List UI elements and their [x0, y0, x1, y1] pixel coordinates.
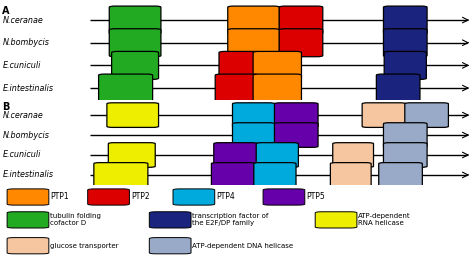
FancyBboxPatch shape [383, 6, 427, 34]
FancyBboxPatch shape [279, 6, 323, 34]
Text: tubulin folding
cofactor D: tubulin folding cofactor D [50, 213, 101, 226]
FancyBboxPatch shape [254, 163, 296, 187]
FancyBboxPatch shape [333, 143, 374, 167]
FancyBboxPatch shape [149, 212, 191, 228]
FancyBboxPatch shape [256, 143, 299, 167]
FancyBboxPatch shape [214, 143, 257, 167]
FancyBboxPatch shape [274, 103, 318, 127]
FancyBboxPatch shape [88, 189, 129, 205]
FancyBboxPatch shape [330, 163, 371, 187]
FancyBboxPatch shape [228, 29, 279, 57]
Text: E.cuniculi: E.cuniculi [2, 61, 41, 70]
Text: ATP-dependent DNA helicase: ATP-dependent DNA helicase [192, 243, 293, 249]
FancyBboxPatch shape [173, 189, 215, 205]
FancyBboxPatch shape [315, 212, 357, 228]
Text: N.ceranae: N.ceranae [2, 111, 43, 120]
FancyBboxPatch shape [274, 123, 318, 147]
FancyBboxPatch shape [111, 51, 158, 79]
FancyBboxPatch shape [215, 74, 259, 102]
FancyBboxPatch shape [107, 103, 158, 127]
FancyBboxPatch shape [232, 103, 274, 127]
FancyBboxPatch shape [7, 238, 49, 254]
FancyBboxPatch shape [94, 163, 148, 187]
Text: ATP-dependent
RNA helicase: ATP-dependent RNA helicase [358, 213, 411, 226]
FancyBboxPatch shape [383, 29, 427, 57]
FancyBboxPatch shape [376, 74, 420, 102]
Text: E.intestinalis: E.intestinalis [2, 84, 54, 92]
FancyBboxPatch shape [263, 189, 305, 205]
Text: PTP4: PTP4 [216, 192, 235, 202]
FancyBboxPatch shape [219, 51, 260, 79]
Text: N.bombycis: N.bombycis [2, 131, 49, 140]
FancyBboxPatch shape [253, 74, 301, 102]
FancyBboxPatch shape [108, 143, 155, 167]
Text: E.cuniculi: E.cuniculi [2, 150, 41, 160]
Text: PTP1: PTP1 [50, 192, 69, 202]
FancyBboxPatch shape [228, 6, 279, 34]
FancyBboxPatch shape [99, 74, 153, 102]
Text: N.ceranae: N.ceranae [2, 16, 43, 25]
FancyBboxPatch shape [109, 6, 161, 34]
FancyBboxPatch shape [232, 123, 274, 147]
FancyBboxPatch shape [7, 212, 49, 228]
FancyBboxPatch shape [149, 238, 191, 254]
FancyBboxPatch shape [279, 29, 323, 57]
Text: A: A [2, 5, 10, 16]
Text: B: B [2, 102, 10, 112]
FancyBboxPatch shape [7, 189, 49, 205]
FancyBboxPatch shape [253, 51, 301, 79]
Text: E.intestinalis: E.intestinalis [2, 170, 54, 179]
FancyBboxPatch shape [211, 163, 255, 187]
Text: glucose transporter: glucose transporter [50, 243, 119, 249]
FancyBboxPatch shape [405, 103, 448, 127]
FancyBboxPatch shape [383, 123, 427, 147]
FancyBboxPatch shape [109, 29, 161, 57]
FancyBboxPatch shape [362, 103, 406, 127]
FancyBboxPatch shape [379, 163, 422, 187]
Text: PTP2: PTP2 [131, 192, 149, 202]
FancyBboxPatch shape [384, 51, 427, 79]
Text: PTP5: PTP5 [306, 192, 325, 202]
Text: N.bombycis: N.bombycis [2, 38, 49, 47]
FancyBboxPatch shape [383, 143, 427, 167]
Text: transcription factor of
the E2F/DP family: transcription factor of the E2F/DP famil… [192, 213, 269, 226]
